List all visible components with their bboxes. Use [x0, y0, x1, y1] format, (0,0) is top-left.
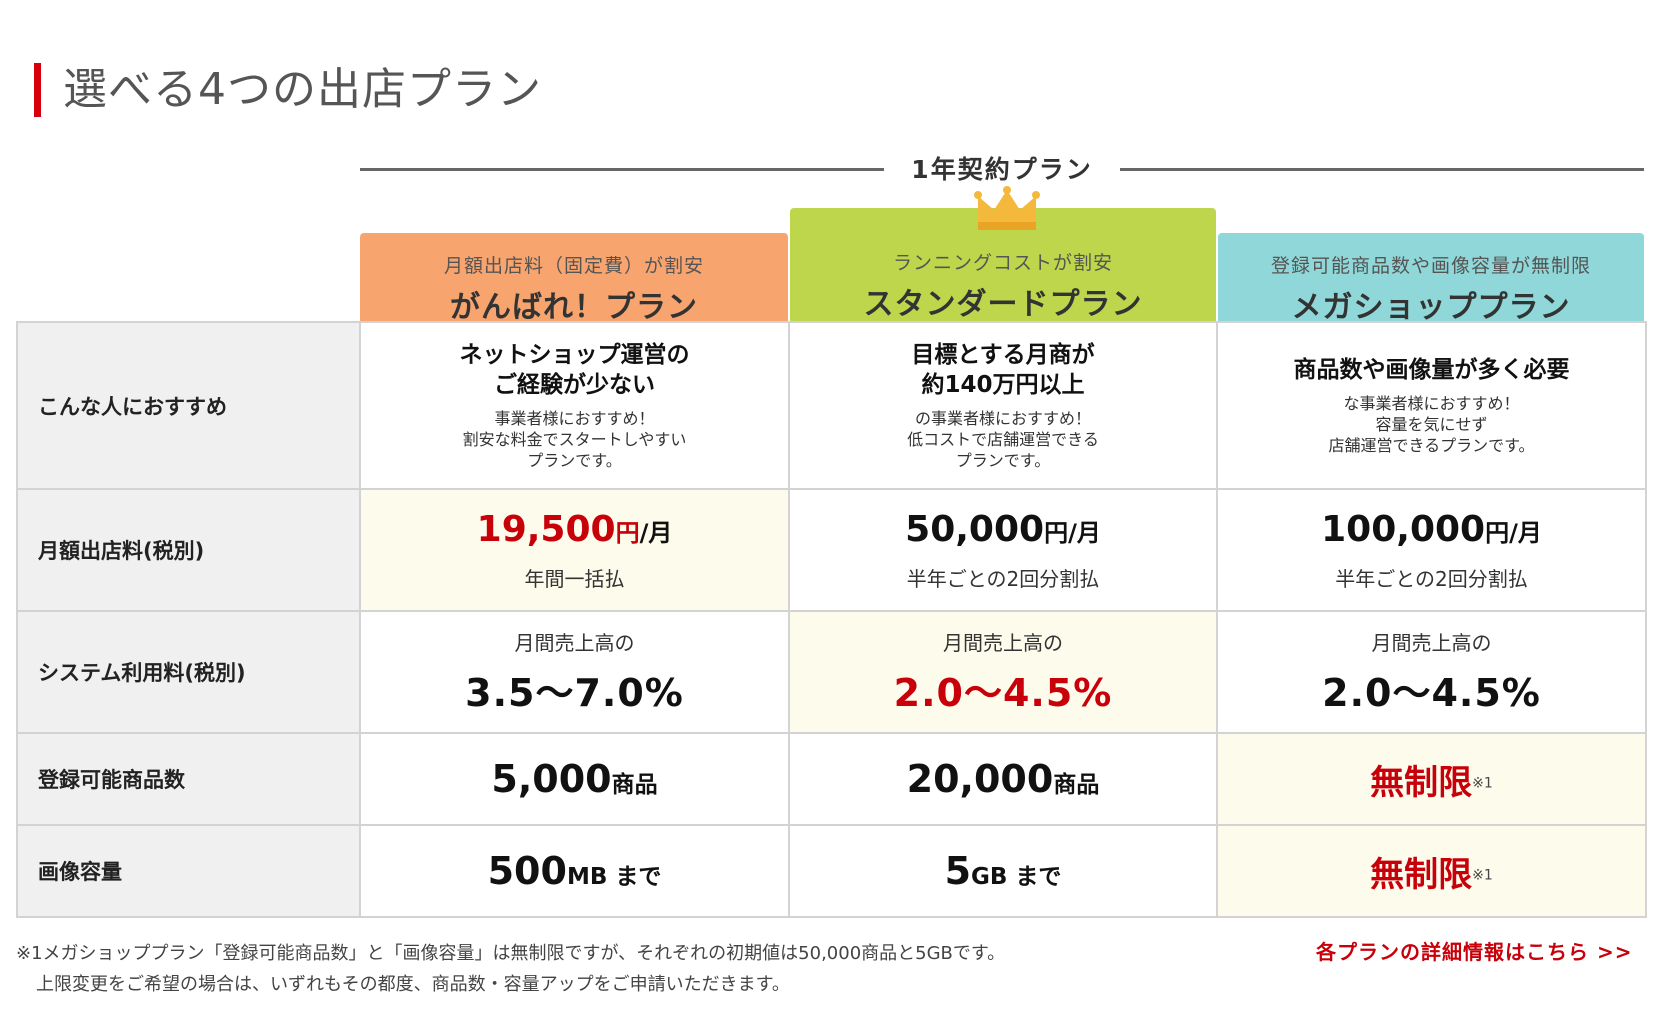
price-per: /月 [1068, 519, 1101, 547]
table-row: 月額出店料(税別) 19,500円/月 年間一括払 50,000円/月 半年ごと… [16, 488, 1647, 612]
price-per: /月 [1509, 519, 1542, 547]
recommend-cell-ganbare: ネットショップ運営の ご経験が少ない 事業者様におすすめ！ 割安な料金でスタートしや… [359, 321, 790, 490]
monthly-fee-cell-megashop: 100,000円/月 半年ごとの2回分割払 [1216, 488, 1647, 612]
image-capacity-unit: MB まで [566, 864, 662, 890]
contract-label: 1年契約プラン [884, 150, 1120, 190]
product-count-cell-ganbare: 5,000商品 [359, 732, 790, 826]
fee-rate: 2.0〜4.5% [893, 671, 1113, 715]
image-capacity-cell-standard: 5GB まで [788, 824, 1218, 918]
recommend-head: 目標とする月商が [911, 342, 1095, 368]
row-label-image-capacity: 画像容量 [16, 824, 361, 918]
system-fee-cell-standard: 月間売上高の 2.0〜4.5% [788, 610, 1218, 734]
row-label-recommend: こんな人におすすめ [16, 321, 361, 490]
plan-comparison-table: こんな人におすすめ ネットショップ運営の ご経験が少ない 事業者様におすすめ！ 割安… [16, 321, 1647, 918]
price-yen: 円 [615, 519, 640, 547]
recommend-text: の事業者様におすすめ！ [914, 409, 1091, 428]
crown-icon [974, 186, 1040, 230]
row-label-system-fee: システム利用料(税別) [16, 610, 361, 734]
plan-header-ganbare: 月額出店料（固定費）が割安 がんばれ！プラン [360, 233, 788, 325]
plan-name: スタンダードプラン [863, 287, 1143, 322]
unlimited-value: 無制限 [1370, 854, 1473, 895]
payment-note: 半年ごとの2回分割払 [906, 567, 1100, 591]
recommend-cell-megashop: 商品数や画像量が多く必要 な事業者様におすすめ！ 容量を気にせず店舗運営できるプラ… [1216, 321, 1647, 490]
table-row: 登録可能商品数 5,000商品 20,000商品 無制限※1 [16, 732, 1647, 826]
system-fee-cell-megashop: 月間売上高の 2.0〜4.5% [1216, 610, 1647, 734]
fee-prefix: 月間売上高の [514, 631, 635, 655]
recommend-text: 店舗運営できるプランです。 [1328, 436, 1535, 455]
footnote-line: ※1メガショッププラン「登録可能商品数」と「画像容量」は無制限ですが、それぞれの… [16, 943, 1006, 964]
page-title: 選べる4つの出店プラン [34, 63, 542, 118]
row-label-product-count: 登録可能商品数 [16, 732, 361, 826]
image-capacity-value: 5 [944, 849, 972, 893]
plan-name: メガショッププラン [1291, 290, 1571, 325]
plan-name: がんばれ！プラン [450, 290, 698, 325]
recommend-head: 約140万円以上 [921, 372, 1085, 398]
footnote-mark: ※1 [1472, 867, 1493, 884]
footnote: ※1メガショッププラン「登録可能商品数」と「画像容量」は無制限ですが、それぞれの… [16, 938, 1176, 1000]
product-count-value: 5,000 [491, 757, 612, 801]
image-capacity-cell-megashop: 無制限※1 [1216, 824, 1647, 918]
product-count-unit: 商品 [1053, 772, 1100, 798]
table-row: こんな人におすすめ ネットショップ運営の ご経験が少ない 事業者様におすすめ！ 割安… [16, 321, 1647, 490]
image-capacity-value: 500 [487, 849, 567, 893]
recommend-text: な事業者様におすすめ！ [1343, 394, 1520, 413]
footnote-mark: ※1 [1472, 775, 1493, 792]
row-label-monthly-fee: 月額出店料(税別) [16, 488, 361, 612]
recommend-text: 低コストで店舗運営できる [907, 430, 1099, 449]
product-count-unit: 商品 [611, 772, 658, 798]
payment-note: 年間一括払 [524, 567, 625, 591]
product-count-cell-megashop: 無制限※1 [1216, 732, 1647, 826]
image-capacity-unit: GB まで [971, 864, 1062, 890]
price-amount: 19,500 [476, 509, 616, 550]
fee-prefix: 月間売上高の [1371, 631, 1492, 655]
system-fee-cell-ganbare: 月間売上高の 3.5〜7.0% [359, 610, 790, 734]
unlimited-value: 無制限 [1370, 762, 1473, 803]
table-row: 画像容量 500MB まで 5GB まで 無制限※1 [16, 824, 1647, 918]
price-per: /月 [639, 519, 673, 547]
price-amount: 100,000 [1321, 509, 1486, 550]
plan-tagline: ランニングコストが割安 [892, 252, 1113, 274]
fee-prefix: 月間売上高の [943, 631, 1063, 655]
image-capacity-cell-ganbare: 500MB まで [359, 824, 790, 918]
product-count-value: 20,000 [906, 757, 1054, 801]
table-row: システム利用料(税別) 月間売上高の 3.5〜7.0% 月間売上高の 2.0〜4… [16, 610, 1647, 734]
footnote-line: 上限変更をご希望の場合は、いずれもその都度、商品数・容量アップをご申請いただきま… [36, 974, 790, 995]
price-yen: 円 [1044, 519, 1069, 547]
plan-header-megashop: 登録可能商品数や画像容量が無制限 メガショッププラン [1218, 233, 1644, 325]
recommend-text: プランです。 [527, 451, 622, 470]
fee-rate: 2.0〜4.5% [1322, 671, 1541, 715]
payment-note: 半年ごとの2回分割払 [1335, 567, 1528, 591]
recommend-text: 事業者様におすすめ！ [494, 409, 655, 428]
price-yen: 円 [1485, 519, 1510, 547]
plan-details-link[interactable]: 各プランの詳細情報はこちら >> [1316, 940, 1633, 964]
recommend-head: ネットショップ運営の [459, 342, 690, 368]
product-count-cell-standard: 20,000商品 [788, 732, 1218, 826]
fee-rate: 3.5〜7.0% [465, 671, 684, 715]
recommend-text: 容量を気にせず [1375, 415, 1488, 434]
recommend-text: プランです。 [955, 451, 1051, 470]
plan-tagline: 登録可能商品数や画像容量が無制限 [1270, 255, 1591, 277]
recommend-head: ご経験が少ない [494, 372, 655, 398]
price-amount: 50,000 [905, 509, 1045, 550]
plan-tagline: 月額出店料（固定費）が割安 [443, 255, 704, 277]
monthly-fee-cell-standard: 50,000円/月 半年ごとの2回分割払 [788, 488, 1218, 612]
plan-header-standard: ランニングコストが割安 スタンダードプラン [790, 208, 1216, 322]
monthly-fee-cell-ganbare: 19,500円/月 年間一括払 [359, 488, 790, 612]
recommend-cell-standard: 目標とする月商が 約140万円以上 の事業者様におすすめ！ 低コストで店舗運営できる… [788, 321, 1218, 490]
recommend-text: 割安な料金でスタートしやすい [462, 430, 687, 449]
recommend-head: 商品数や画像量が多く必要 [1293, 357, 1570, 383]
